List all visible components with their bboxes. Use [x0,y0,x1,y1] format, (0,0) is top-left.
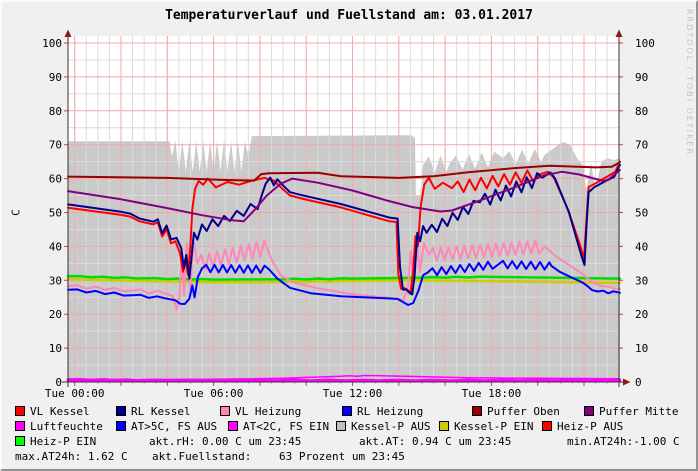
legend-swatch-icon [15,436,25,446]
y-tick-right: 80 [635,105,648,118]
y-tick-left: 70 [49,139,62,152]
legend-label: VL Kessel [30,405,90,418]
legend-swatch-icon [342,406,352,416]
y-tick-left: 10 [49,342,62,355]
legend-label: VL Heizung [235,405,302,418]
stat-min-at24h: min.AT24h:-1.00 C [567,436,680,449]
y-tick-right: 0 [635,376,642,389]
x-tick-label: Tue 06:00 [184,387,244,400]
series-puffer-oben [67,161,621,182]
legend-label: RL Kessel [131,405,191,418]
legend-label: Heiz-P EIN [30,435,97,448]
series-puffer-mitte [67,169,621,223]
series-at-aussentemperatur [67,374,621,381]
legend-swatch-icon [228,421,238,431]
legend-swatch-icon [220,406,230,416]
legend-item-kessel-p-aus: Kessel-P AUS [336,421,430,434]
y-tick-right: 100 [635,37,655,50]
legend-item-heiz-p-aus: Heiz-P AUS [542,421,623,434]
legend-swatch-icon [116,421,126,431]
legend-label: akt.Fuellstand: [152,450,252,463]
legend-swatch-icon [439,421,449,431]
stat-akt-fuellstand: akt.Fuellstand: [152,451,251,464]
legend-item-vl-kessel: VL Kessel [15,406,90,419]
legend-item-at-5c-fs-aus: AT>5C, FS AUS [116,421,217,434]
x-tick-label: Tue 18:00 [462,387,522,400]
y-tick-right: 90 [635,71,648,84]
stat-akt-at: akt.AT: 0.94 C um 23:45 [359,436,511,449]
y-tick-left: 40 [49,240,62,253]
chart-title: Temperaturverlauf und Fuellstand am: 03.… [165,8,533,23]
series-luftfeuchte [66,378,622,383]
legend-label: 63 Prozent um 23:45 [279,450,405,463]
legend-label: AT<2C, FS EIN [243,420,330,433]
legend-label: Kessel-P AUS [351,420,431,433]
x-axis-arrow [623,378,631,386]
legend-item-rl-heizung: RL Heizung [342,406,423,419]
chart-legend: VL Kessel RL Kessel VL Heizung RL Heizung Pu… [2,402,696,469]
y-tick-right: 30 [635,274,648,287]
axes [62,29,631,387]
x-tick-label: Tue 00:00 [45,387,105,400]
y-tick-right: 20 [635,308,648,321]
chart-canvas: 0 0 10 10 20 20 30 30 40 40 50 50 60 60 70 70 80 80 90 90 10… [42,29,655,400]
stat-akt-rh: akt.rH: 0.00 C um 23:45 [149,436,301,449]
legend-label: Heiz-P AUS [557,420,624,433]
series-rl-kessel [67,164,621,296]
legend-label: Luftfeuchte [30,420,103,433]
legend-swatch-icon [584,406,594,416]
legend-swatch-icon [15,421,25,431]
chart-series [66,160,622,383]
rrdtool-watermark: RRDTOOL / TOBI OETIKER [685,9,694,157]
area-kessel-p-aus [68,135,620,382]
y-tick-right: 70 [635,139,648,152]
y-axis-arrow-left [64,29,72,37]
legend-swatch-icon [116,406,126,416]
legend-item-kessel-p-ein: Kessel-P EIN [439,421,533,434]
legend-label: min.AT24h:-1.00 C [567,435,680,448]
y-tick-right: 40 [635,240,648,253]
series-kessel-p-ein [66,278,622,285]
y-tick-left: 20 [49,308,62,321]
legend-label: akt.AT: 0.94 C um 23:45 [359,435,512,448]
tick-labels: 0 0 10 10 20 20 30 30 40 40 50 50 60 60 70 70 80 80 90 90 10… [42,37,655,400]
legend-item-puffer-oben: Puffer Oben [472,406,560,419]
legend-label: Puffer Oben [487,405,560,418]
legend-label: RL Heizung [357,405,424,418]
legend-item-luftfeuchte: Luftfeuchte [15,421,103,434]
y-tick-left: 100 [42,37,62,50]
y-tick-left: 80 [49,105,62,118]
legend-item-puffer-mitte: Puffer Mitte [584,406,678,419]
legend-swatch-icon [542,421,552,431]
legend-swatch-icon [472,406,482,416]
y-tick-left: 60 [49,173,62,186]
stat-max-at24h: max.AT24h: 1.62 C [15,451,128,464]
legend-label: Puffer Mitte [599,405,679,418]
y-tick-right: 10 [635,342,648,355]
y-tick-left: 30 [49,274,62,287]
series-rl-heizung [67,259,621,306]
legend-label: AT>5C, FS AUS [131,420,218,433]
y-tick-left: 0 [55,376,62,389]
y-tick-right: 50 [635,207,648,220]
y-axis-arrow-right [615,29,623,37]
legend-item-heiz-p-ein: Heiz-P EIN [15,436,96,449]
legend-swatch-icon [15,406,25,416]
stat-63-prozent-um-23: 63 Prozent um 23:45 [279,451,405,464]
y-tick-right: 60 [635,173,648,186]
legend-item-rl-kessel: RL Kessel [116,406,191,419]
legend-item-at-2c-fs-ein: AT<2C, FS EIN [228,421,329,434]
legend-label: akt.rH: 0.00 C um 23:45 [149,435,302,448]
legend-label: Kessel-P EIN [454,420,534,433]
x-tick-label: Tue 12:00 [323,387,383,400]
legend-label: max.AT24h: 1.62 C [15,450,128,463]
y-tick-left: 50 [49,207,62,220]
y-tick-left: 90 [49,71,62,84]
y-axis-unit-label: C [9,209,23,216]
legend-swatch-icon [336,421,346,431]
legend-item-vl-heizung: VL Heizung [220,406,301,419]
